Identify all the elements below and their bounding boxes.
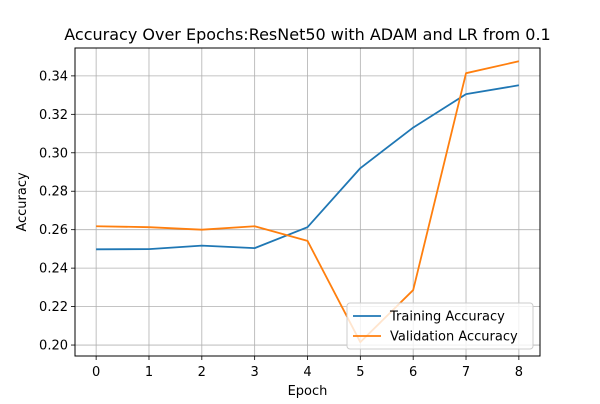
- y-tick-label: 0.30: [39, 146, 68, 161]
- x-tick-label: 4: [303, 365, 311, 380]
- x-axis-label: Epoch: [288, 384, 328, 399]
- x-tick-label: 2: [198, 365, 206, 380]
- y-tick-label: 0.20: [39, 339, 68, 354]
- y-tick-label: 0.26: [39, 223, 68, 238]
- y-tick-label: 0.32: [39, 108, 68, 123]
- series-lines: [96, 60, 520, 344]
- legend-label-0: Training Accuracy: [389, 310, 505, 325]
- y-tick-label: 0.28: [39, 185, 68, 200]
- x-tick-label: 7: [462, 365, 470, 380]
- legend-label-1: Validation Accuracy: [390, 330, 518, 345]
- x-tick-label: 5: [356, 365, 364, 380]
- x-tick-label: 1: [145, 365, 153, 380]
- x-tick-label: 0: [92, 365, 100, 380]
- series-line-1: [96, 60, 520, 344]
- legend-box: [346, 302, 534, 350]
- y-axis-label: Accuracy: [15, 172, 30, 232]
- x-tick-label: 3: [251, 365, 259, 380]
- grid: [75, 48, 540, 356]
- x-tick-label: 8: [515, 365, 523, 380]
- y-tick-label: 0.24: [39, 262, 68, 277]
- x-tick-label: 6: [409, 365, 417, 380]
- y-tick-label: 0.22: [39, 300, 68, 315]
- y-tick-label: 0.34: [39, 69, 68, 84]
- legend: Training Accuracy Validation Accuracy: [346, 302, 534, 350]
- series-line-0: [96, 84, 520, 251]
- axis-ticks: 0 1 2 3 4 5 6 7 8 0.20 0.22 0.24 0.26 0.28 0.30 0.32 0.3…: [39, 69, 523, 380]
- chart-title: Accuracy Over Epochs:ResNet50 with ADAM …: [64, 25, 550, 44]
